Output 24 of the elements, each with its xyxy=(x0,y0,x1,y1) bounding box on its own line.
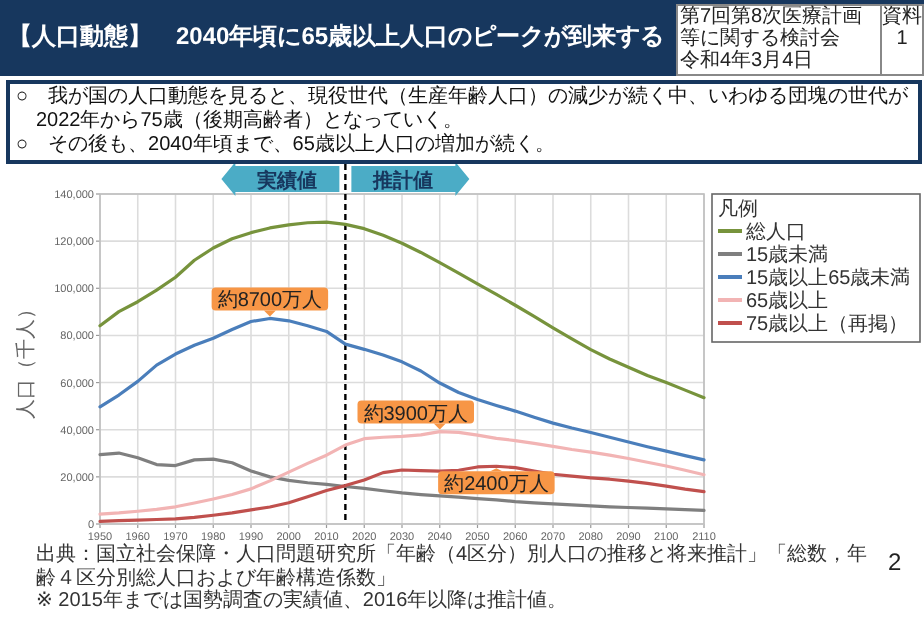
legend-label: 75歳以上（再掲） xyxy=(746,312,909,336)
text: ※ 2015年までは国勢調査の実績値、2016年以降は推計値。 xyxy=(36,590,570,613)
y-axis-title: 人口（千人） xyxy=(14,299,38,419)
legend-label: 65歳以上 xyxy=(746,289,829,313)
legend-label: 15歳未満 xyxy=(746,243,829,267)
legend-label: 15歳以上65歳未満 xyxy=(746,266,911,290)
text: 実績値 xyxy=(255,169,318,193)
legend-label: 総人口 xyxy=(744,220,806,244)
text: 推計値 xyxy=(371,169,434,193)
text: ○ 我が国の人口動態を見ると、現役世代（生産年齢人口）の減少が続く中、いわゆる団塊の世代が2022年から75歳（後期高齢者）となっていく。 xyxy=(16,86,911,133)
text: 第7回第8次医療計画等に関する検討会 xyxy=(680,6,865,50)
line-series xyxy=(98,464,706,523)
annotation: 約3900万人 xyxy=(363,403,468,426)
line-series xyxy=(98,220,706,400)
source-note: 出典：国立社会保障・人口問題研究所「年齢（4区分）別人口の推移と将来推計」「総数，年齢４区分別総人口および年齢構造係数」 xyxy=(36,544,870,589)
annotation: 約2400万人 xyxy=(444,474,549,497)
text: 資料1 xyxy=(880,6,922,74)
text: 2 xyxy=(888,548,902,576)
annotation: 約8700万人 xyxy=(217,290,323,313)
text: ○ その後も、2040年頃まで、65歳以上人口の増加が続く。 xyxy=(16,134,557,158)
chart-title: 【人口動態】 2040年頃に65歳以上人口のピークが到来する xyxy=(8,22,665,50)
text: 令和4年3月4日 xyxy=(680,50,816,72)
line-series xyxy=(98,451,706,512)
legend-title: 凡例 xyxy=(718,199,758,221)
